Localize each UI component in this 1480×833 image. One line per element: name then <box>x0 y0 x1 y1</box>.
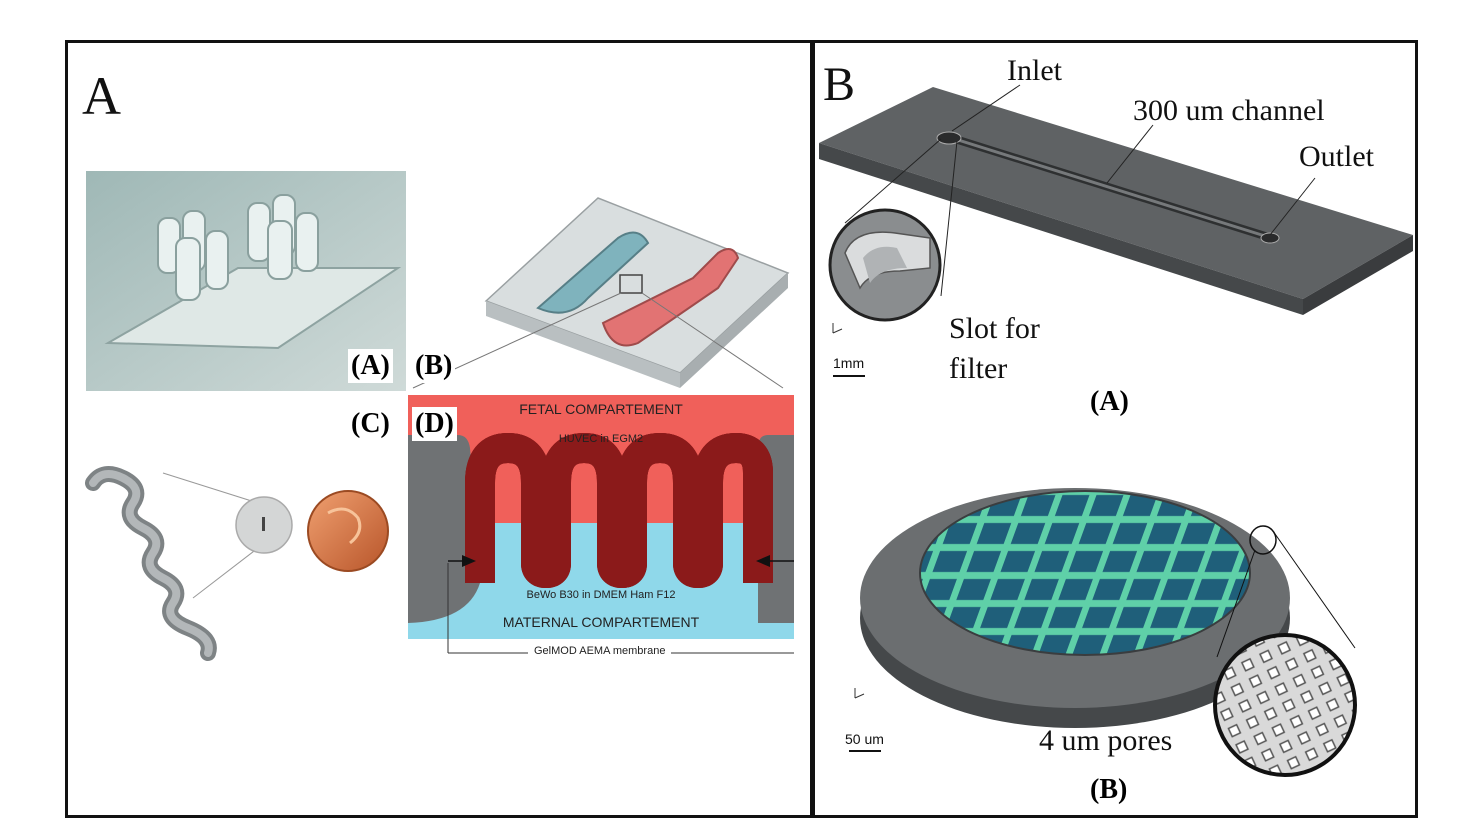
bewo-label: BeWo B30 in DMEM Ham F12 <box>526 589 676 601</box>
chip-3d-model <box>412 197 790 389</box>
sublabel-c: (C) <box>348 407 393 441</box>
panel-b: B Inlet 300 um channel Outlet Slot for f… <box>812 40 1418 818</box>
sublabel-d: (D) <box>412 407 457 441</box>
inlet-label: Inlet <box>1007 54 1062 87</box>
panel-a-graphics <box>85 171 794 661</box>
axis-triad-bottom <box>854 688 865 699</box>
outlet-label: Outlet <box>1299 140 1374 173</box>
sublabel-b-b: (B) <box>1087 773 1131 807</box>
slot-label-line2: filter <box>949 352 1008 385</box>
panel-b-letter: B <box>823 58 856 111</box>
fetal-label: FETAL COMPARTEMENT <box>519 401 683 417</box>
axis-triad-top <box>832 323 843 334</box>
channel-label: 300 um channel <box>1133 94 1325 127</box>
scalebar-bottom-label: 50 um <box>845 731 884 747</box>
slot-label-line1: Slot for <box>949 312 1040 345</box>
maternal-label: MATERNAL COMPARTEMENT <box>502 614 700 630</box>
filter-disk <box>860 488 1357 777</box>
scalebar-top-label: 1mm <box>833 355 865 371</box>
panel-b-graphics <box>819 84 1413 777</box>
panel-a: A (A) (B) (C) (D) FETAL COMPARTEMENT HUV… <box>65 40 813 818</box>
flow-chip <box>819 84 1413 322</box>
membrane-label: GelMOD AEMA membrane <box>528 645 672 657</box>
sublabel-b: (B) <box>412 349 456 383</box>
huvec-label: HUVEC in EGM2 <box>558 433 644 445</box>
device-photo <box>86 171 406 391</box>
serpentine-channel <box>85 466 389 661</box>
pores-label: 4 um pores <box>1039 724 1173 757</box>
cross-section <box>408 395 794 654</box>
panel-a-letter: A <box>82 66 121 126</box>
sublabel-b-a: (A) <box>1087 385 1132 419</box>
sublabel-a: (A) <box>348 349 393 383</box>
